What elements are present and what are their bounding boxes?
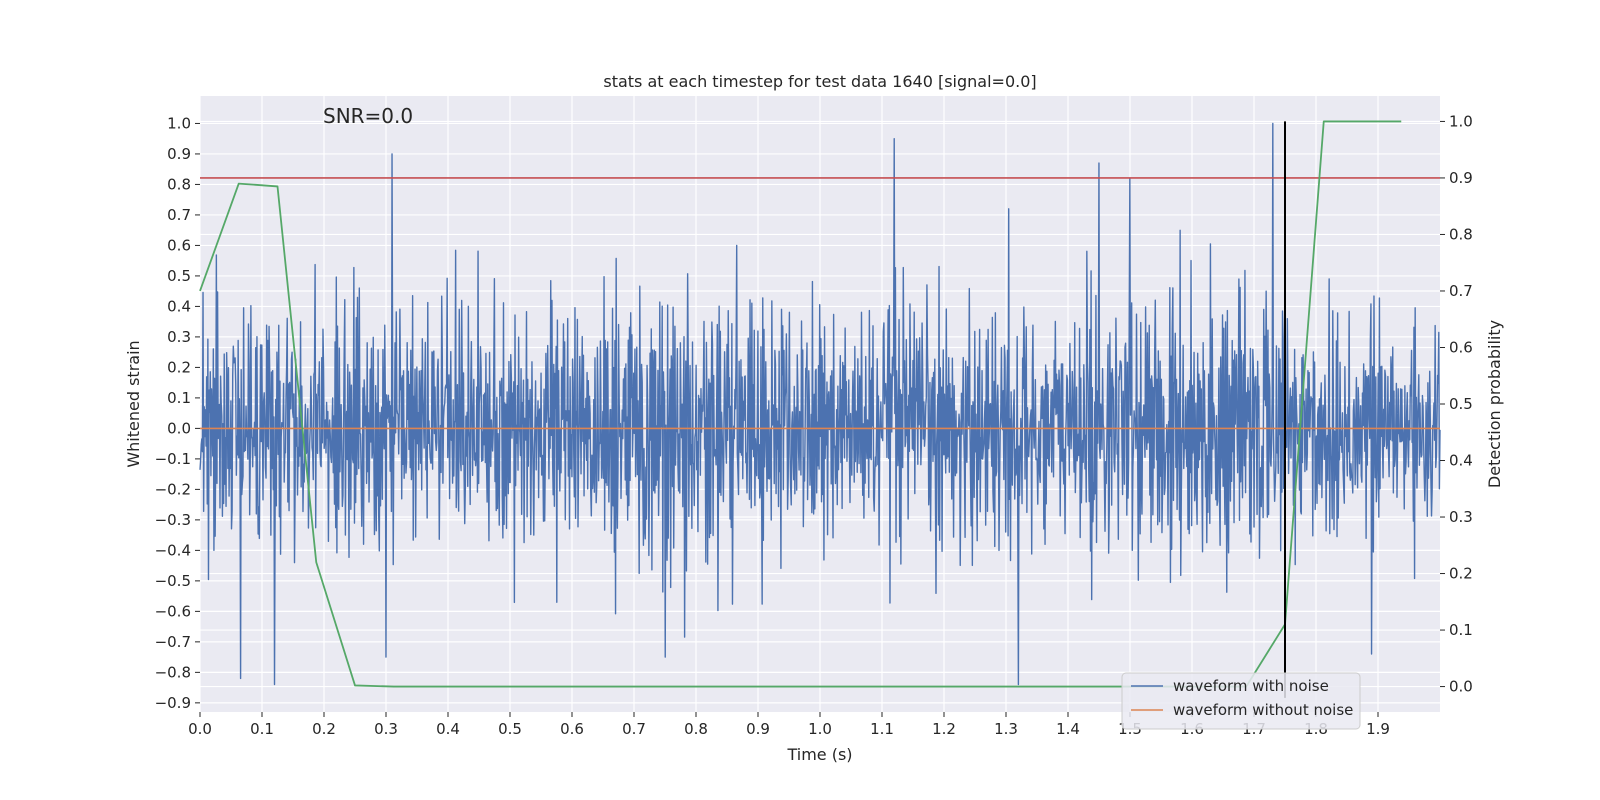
y2-tick-label: 0.9 [1449, 169, 1473, 187]
x-tick-label: 1.2 [932, 720, 956, 738]
y-tick-label: 0.0 [167, 419, 191, 437]
series-detection-probability [199, 120, 1402, 688]
y-tick-label: −0.3 [155, 511, 191, 529]
y-tick-label: 0.9 [167, 145, 191, 163]
y-tick-label: −0.2 [155, 480, 191, 498]
x-tick-label: 1.0 [808, 720, 832, 738]
x-tick-label: 1.9 [1366, 720, 1390, 738]
x-axis-label: Time (s) [786, 745, 852, 764]
x-tick-label: 0.9 [746, 720, 770, 738]
y-axis-left: −0.9 −0.8 −0.7 −0.6 −0.5 −0.4 −0.3 −0.2 −0.1 0.0 0… [155, 114, 200, 712]
y-tick-label: −0.4 [155, 541, 191, 559]
y2-tick-label: 0.2 [1449, 565, 1473, 583]
y-tick-label: −0.6 [155, 602, 191, 620]
y-tick-label: 0.4 [167, 297, 191, 315]
y2-tick-label: 0.3 [1449, 508, 1473, 526]
x-tick-label: 0.3 [374, 720, 398, 738]
y2-tick-label: 0.5 [1449, 395, 1473, 413]
y-tick-label: −0.8 [155, 663, 191, 681]
x-tick-label: 0.7 [622, 720, 646, 738]
x-tick-label: 0.5 [498, 720, 522, 738]
y2-axis-label: Detection probability [1485, 320, 1504, 488]
y2-tick-label: 0.0 [1449, 678, 1473, 696]
x-tick-label: 0.4 [436, 720, 460, 738]
y-tick-label: −0.9 [155, 694, 191, 712]
series-waveform-with-noise [199, 122, 1441, 686]
legend-box [1121, 672, 1361, 730]
y2-tick-label: 0.4 [1449, 452, 1473, 470]
y2-tick-label: 0.6 [1449, 338, 1473, 356]
x-tick-label: 1.1 [870, 720, 894, 738]
y-tick-label: 0.3 [167, 328, 191, 346]
y-axis-label: Whitened strain [124, 340, 143, 467]
y-tick-label: −0.7 [155, 633, 191, 651]
y-tick-label: −0.5 [155, 572, 191, 590]
y-tick-label: 0.7 [167, 206, 191, 224]
chart-title: stats at each timestep for test data 164… [603, 72, 1036, 91]
y-tick-label: 0.1 [167, 389, 191, 407]
y-tick-label: 0.8 [167, 175, 191, 193]
legend: waveform with noise waveform without noi… [1121, 672, 1361, 730]
x-tick-label: 0.6 [560, 720, 584, 738]
x-tick-label: 1.4 [1056, 720, 1080, 738]
y2-tick-label: 0.1 [1449, 621, 1473, 639]
x-tick-label: 0.8 [684, 720, 708, 738]
y2-tick-label: 0.8 [1449, 225, 1473, 243]
y-tick-label: 1.0 [167, 114, 191, 132]
x-tick-label: 0.1 [250, 720, 274, 738]
series-layer [199, 120, 1441, 698]
y2-tick-label: 1.0 [1449, 112, 1473, 130]
x-tick-label: 0.2 [312, 720, 336, 738]
y-tick-label: 0.6 [167, 236, 191, 254]
y-tick-label: 0.2 [167, 358, 191, 376]
legend-label-clean: waveform without noise [1173, 701, 1353, 719]
y-tick-label: −0.1 [155, 450, 191, 468]
snr-annotation: SNR=0.0 [323, 104, 413, 128]
y-axis-right: 0.0 0.1 0.2 0.3 0.4 0.5 0.6 0.7 0.8 0.9 1.0 [1440, 112, 1473, 696]
x-tick-label: 1.3 [994, 720, 1018, 738]
legend-label-noise: waveform with noise [1173, 677, 1329, 695]
y2-tick-label: 0.7 [1449, 282, 1473, 300]
x-tick-label: 0.0 [188, 720, 212, 738]
y-tick-label: 0.5 [167, 267, 191, 285]
